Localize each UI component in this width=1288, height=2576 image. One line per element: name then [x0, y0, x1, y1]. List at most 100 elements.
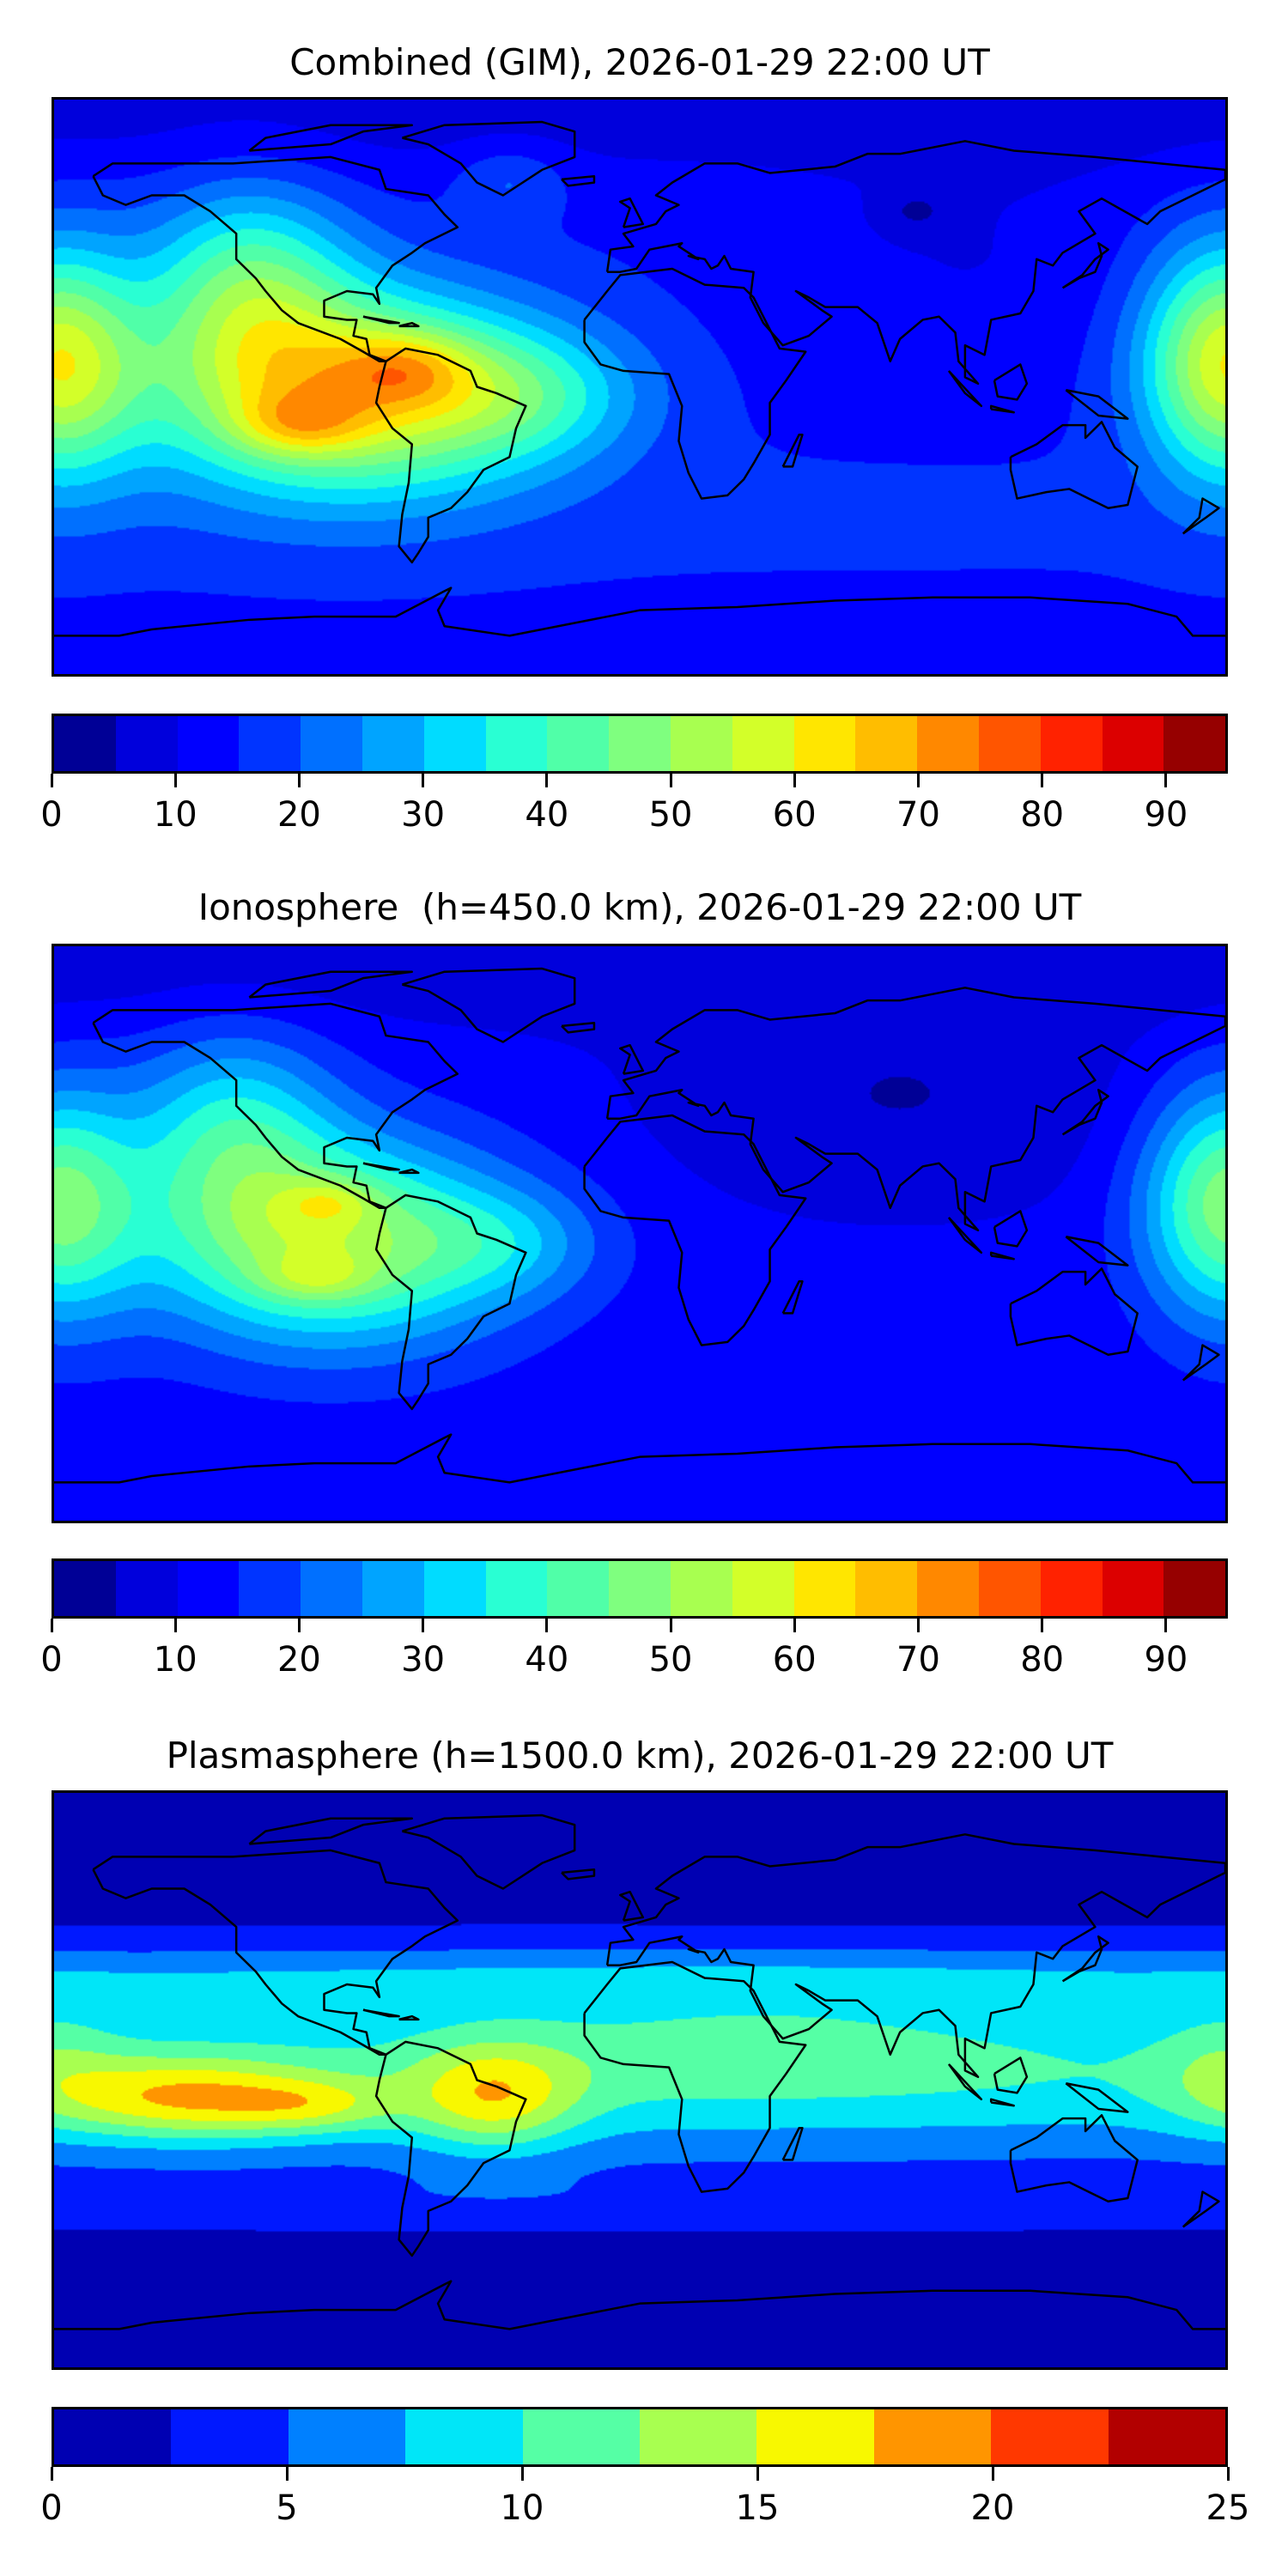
coastline — [783, 434, 803, 466]
coastline — [1183, 1346, 1219, 1381]
colorbar-level-3 — [239, 1561, 301, 1616]
colorbar-tick — [1041, 774, 1044, 787]
coastline — [399, 1170, 419, 1173]
coastline — [949, 2064, 981, 2099]
coastline — [249, 972, 411, 998]
colorbar-tick-label: 60 — [772, 1640, 817, 1680]
coastline — [620, 198, 643, 227]
colorbar-level-1 — [115, 1561, 178, 1616]
colorbar-tick — [916, 774, 920, 787]
colorbar-level-0 — [54, 716, 116, 771]
coastline — [562, 176, 594, 185]
panel-3-colorbar: 0 5 10 15 20 25 — [40, 2407, 1249, 2528]
colorbar-level-5 — [640, 2409, 757, 2464]
colorbar-level-12 — [793, 1561, 856, 1616]
coastline — [93, 157, 457, 361]
coastline — [994, 2057, 1027, 2093]
panel-1-map — [52, 97, 1228, 677]
colorbar-tick — [173, 774, 177, 787]
coastline — [54, 1435, 1225, 1483]
colorbar-tick — [669, 774, 672, 787]
coastline — [363, 317, 399, 323]
coastline — [607, 987, 1225, 1230]
colorbar-level-11 — [732, 716, 794, 771]
coastline — [1183, 2192, 1219, 2227]
colorbar-level-14 — [917, 716, 979, 771]
colorbar-tick-label: 5 — [276, 2488, 298, 2528]
colorbar-level-6 — [423, 1561, 486, 1616]
colorbar-level-14 — [917, 1561, 979, 1616]
colorbar-tick — [669, 1619, 672, 1632]
coastline — [949, 1218, 981, 1253]
colorbar-tick — [1226, 2467, 1230, 2481]
colorbar-tick-label: 10 — [500, 2488, 544, 2528]
colorbar-tick-label: 60 — [772, 795, 817, 835]
colorbar-tick-label: 15 — [735, 2488, 780, 2528]
colorbar-level-7 — [485, 1561, 548, 1616]
colorbar-level-0 — [54, 1561, 116, 1616]
colorbar-level-8 — [547, 716, 610, 771]
colorbar-tick-label: 10 — [153, 795, 197, 835]
coastline — [991, 1253, 1014, 1259]
colorbar-tick — [173, 1619, 177, 1632]
coastline — [585, 269, 806, 499]
colorbar-level-13 — [855, 716, 918, 771]
colorbar-level-4 — [301, 1561, 362, 1616]
colorbar-tick-label: 50 — [648, 795, 693, 835]
coastline — [991, 406, 1014, 412]
coastline — [54, 588, 1225, 636]
colorbar-tick-label: 80 — [1020, 795, 1065, 835]
colorbar-tick — [50, 1619, 53, 1632]
colorbar-level-0 — [54, 2409, 172, 2464]
colorbar-tick — [793, 1619, 796, 1632]
colorbar-level-13 — [855, 1561, 918, 1616]
colorbar-tick — [545, 1619, 549, 1632]
colorbar-level-16 — [1040, 1561, 1103, 1616]
colorbar-level-10 — [670, 1561, 732, 1616]
coastline — [93, 1850, 457, 2055]
coastline — [562, 1869, 594, 1879]
colorbar-tick-label: 25 — [1206, 2488, 1250, 2528]
coastline — [1063, 243, 1109, 288]
coastline — [607, 141, 1225, 383]
panel-2-colorbar: 0 10 20 30 40 50 60 70 80 90 — [40, 1558, 1228, 1680]
colorbar-tick — [793, 774, 796, 787]
colorbar-level-17 — [1102, 1561, 1164, 1616]
coastline — [1063, 1090, 1109, 1134]
colorbar-level-6 — [423, 716, 486, 771]
colorbar-level-18 — [1163, 1561, 1226, 1616]
colorbar-level-15 — [978, 1561, 1041, 1616]
colorbar-tick-label: 90 — [1144, 795, 1188, 835]
colorbar-tick — [916, 1619, 920, 1632]
coastline — [1066, 390, 1127, 418]
colorbar-tick — [285, 2467, 289, 2481]
colorbar-tick — [1164, 1619, 1168, 1632]
colorbar-level-1 — [115, 716, 178, 771]
coastline — [1063, 1936, 1109, 1981]
colorbar-tick-label: 0 — [40, 1640, 63, 1680]
colorbar-tick — [422, 1619, 425, 1632]
panel-3-contour-field — [54, 1793, 1225, 2367]
coastline — [402, 1815, 574, 1888]
colorbar-tick-label: 20 — [276, 1640, 321, 1680]
colorbar-tick — [50, 774, 53, 787]
coastline — [783, 2128, 803, 2160]
colorbar-tick — [756, 2467, 759, 2481]
coastline — [562, 1023, 594, 1032]
colorbar-level-5 — [361, 716, 424, 771]
coastline — [783, 1281, 803, 1313]
colorbar-tick-label: 30 — [401, 1640, 446, 1680]
panel-1-coastlines — [54, 100, 1225, 674]
colorbar-tick-label: 80 — [1020, 1640, 1065, 1680]
colorbar-tick-label: 20 — [970, 2488, 1015, 2528]
colorbar-tick-label: 30 — [401, 795, 446, 835]
colorbar-tick-label: 90 — [1144, 1640, 1188, 1680]
colorbar-tick-label: 50 — [648, 1640, 693, 1680]
coastline — [249, 1819, 411, 1844]
colorbar-tick — [1164, 774, 1168, 787]
panel-1-colorbar: 0 10 20 30 40 50 60 70 80 90 — [40, 714, 1228, 835]
colorbar-level-18 — [1163, 716, 1226, 771]
coastline — [1011, 1268, 1138, 1354]
panel-3-title: Plasmasphere (h=1500.0 km), 2026-01-29 2… — [166, 1735, 1114, 1777]
colorbar-level-15 — [978, 716, 1041, 771]
